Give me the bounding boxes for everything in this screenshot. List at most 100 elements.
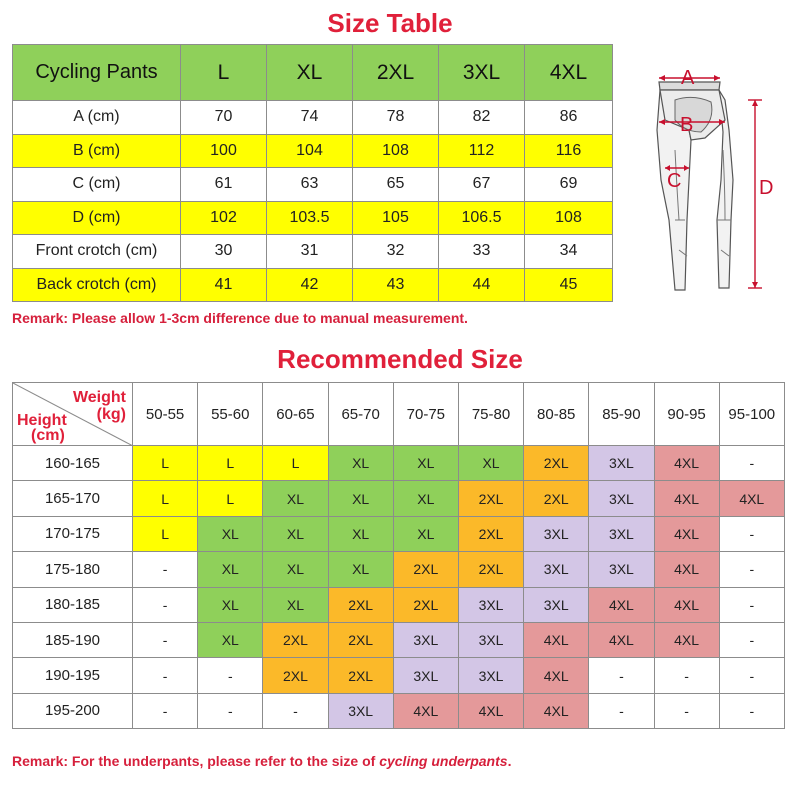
- recommended-size-cell: 4XL: [653, 551, 720, 588]
- height-range-label: 180-185: [12, 586, 133, 623]
- corner-diagonal: [13, 383, 132, 445]
- height-range-label: 185-190: [12, 621, 133, 659]
- measurement-label: C (cm): [12, 167, 181, 202]
- weight-range-header: 55-60: [197, 382, 264, 446]
- recommended-size-cell: 2XL: [523, 444, 590, 482]
- height-row: 185-190- XL 2XL 2XL 3XL 3XL 4XL 4XL 4XL -: [12, 621, 785, 659]
- weight-range-header: 75-80: [457, 382, 525, 446]
- size-table-header-cell: 2XL: [352, 44, 439, 101]
- recommended-size-cell: 4XL: [457, 692, 525, 730]
- measurement-value: 86: [524, 100, 613, 135]
- recommended-size-cell: 3XL: [588, 444, 655, 482]
- size-table-row: C (cm) 61 63 65 67 69: [12, 167, 613, 202]
- weight-range-header: 95-100: [718, 382, 785, 446]
- measurement-value: 65: [352, 167, 439, 202]
- recommended-size-cell: XL: [327, 515, 394, 553]
- size-table-row: D (cm) 102 103.5 105 106.5 108: [12, 200, 613, 235]
- recommended-size-cell: -: [718, 692, 785, 730]
- recommended-size-cell: -: [197, 657, 264, 694]
- recommended-size-cell: -: [131, 692, 199, 730]
- measurement-value: 112: [438, 133, 525, 168]
- weight-label: Weight: [72, 389, 126, 406]
- size-table-header-cell: 4XL: [524, 44, 613, 101]
- recommended-size-cell: XL: [262, 480, 329, 517]
- weight-range-header: 80-85: [523, 382, 590, 446]
- weight-unit-label: (kg): [96, 406, 126, 423]
- recommended-size-cell: 4XL: [588, 621, 655, 659]
- height-row: 160-165 L L L XL XL XL 2XL 3XL 4XL -: [12, 444, 785, 482]
- recommended-size-cell: XL: [392, 515, 459, 553]
- recommended-size-cell: L: [262, 444, 329, 482]
- recommended-size-cell: XL: [262, 586, 329, 623]
- measurement-value: 61: [180, 167, 267, 202]
- height-row: 165-170 L L XL XL XL 2XL 2XL 3XL 4XL 4XL: [12, 480, 785, 517]
- measurement-value: 102: [180, 200, 267, 235]
- measurement-value: 30: [180, 234, 267, 269]
- measurement-value: 106.5: [438, 200, 525, 235]
- recommended-size-cell: -: [262, 692, 329, 730]
- recommended-size-cell: 4XL: [523, 657, 590, 694]
- size-table-header-row: Cycling Pants L XL 2XL 3XL 4XL: [12, 44, 613, 101]
- measurement-value: 41: [180, 267, 267, 302]
- size-table-header-cell: XL: [266, 44, 353, 101]
- recommended-size-cell: 3XL: [457, 657, 525, 694]
- recommended-size-cell: -: [588, 692, 655, 730]
- recommended-size-cell: 2XL: [457, 551, 525, 588]
- measurement-value: 74: [266, 100, 353, 135]
- label-d: D: [759, 177, 773, 199]
- measurement-label: Back crotch (cm): [12, 267, 181, 302]
- recommended-size-cell: 2XL: [327, 621, 394, 659]
- recommended-size-cell: -: [718, 444, 785, 482]
- recommended-size-cell: XL: [457, 444, 525, 482]
- recommended-size-cell: XL: [197, 515, 264, 553]
- measurement-value: 63: [266, 167, 353, 202]
- measurement-value: 108: [524, 200, 613, 235]
- height-label: Height: [17, 412, 67, 429]
- recommended-size-cell: 2XL: [327, 657, 394, 694]
- measurement-value: 34: [524, 234, 613, 269]
- recommended-size-cell: 4XL: [588, 586, 655, 623]
- recommended-size-cell: 2XL: [327, 586, 394, 623]
- label-b: B: [680, 114, 693, 136]
- measurement-value: 116: [524, 133, 613, 168]
- measurement-label: D (cm): [12, 200, 181, 235]
- recommended-size-cell: 3XL: [588, 480, 655, 517]
- size-table-header-cell: L: [180, 44, 267, 101]
- recommended-size-cell: 2XL: [457, 480, 525, 517]
- measurement-label: Front crotch (cm): [12, 234, 181, 269]
- measurement-value: 103.5: [266, 200, 353, 235]
- recommended-size-cell: XL: [392, 444, 459, 482]
- measurement-value: 69: [524, 167, 613, 202]
- recommended-size-cell: L: [197, 444, 264, 482]
- recommended-size-cell: -: [718, 515, 785, 553]
- recommended-size-cell: -: [718, 586, 785, 623]
- size-table-row: Back crotch (cm) 41 42 43 44 45: [12, 267, 613, 302]
- recommended-size-cell: 4XL: [523, 692, 590, 730]
- recommended-size-cell: 3XL: [392, 621, 459, 659]
- recommended-size-cell: XL: [197, 551, 264, 588]
- weight-range-header: 60-65: [262, 382, 329, 446]
- recommended-size-cell: 4XL: [523, 621, 590, 659]
- weight-range-header: 90-95: [653, 382, 720, 446]
- recommended-size-cell: L: [131, 444, 199, 482]
- height-unit-label: (cm): [31, 427, 65, 444]
- height-range-label: 190-195: [12, 657, 133, 694]
- pants-seams: [674, 149, 731, 257]
- recommended-size-cell: 3XL: [588, 551, 655, 588]
- recommended-size-cell: 3XL: [457, 586, 525, 623]
- recommended-size-cell: XL: [327, 551, 394, 588]
- height-range-label: 160-165: [12, 444, 133, 482]
- recommended-size-cell: -: [588, 657, 655, 694]
- recommended-size-cell: -: [131, 657, 199, 694]
- height-range-label: 165-170: [12, 480, 133, 517]
- measurement-value: 70: [180, 100, 267, 135]
- pants-pad: [674, 96, 713, 133]
- size-table-row: A (cm) 70 74 78 82 86: [12, 100, 613, 135]
- size-table-header-cell: 3XL: [438, 44, 525, 101]
- measurement-remark: Remark: Please allow 1-3cm difference du…: [12, 310, 468, 326]
- weight-range-header: 85-90: [588, 382, 655, 446]
- recommended-size-cell: 2XL: [392, 586, 459, 623]
- recommended-size-cell: -: [197, 692, 264, 730]
- measurement-value: 78: [352, 100, 439, 135]
- recommended-size-cell: 3XL: [523, 515, 590, 553]
